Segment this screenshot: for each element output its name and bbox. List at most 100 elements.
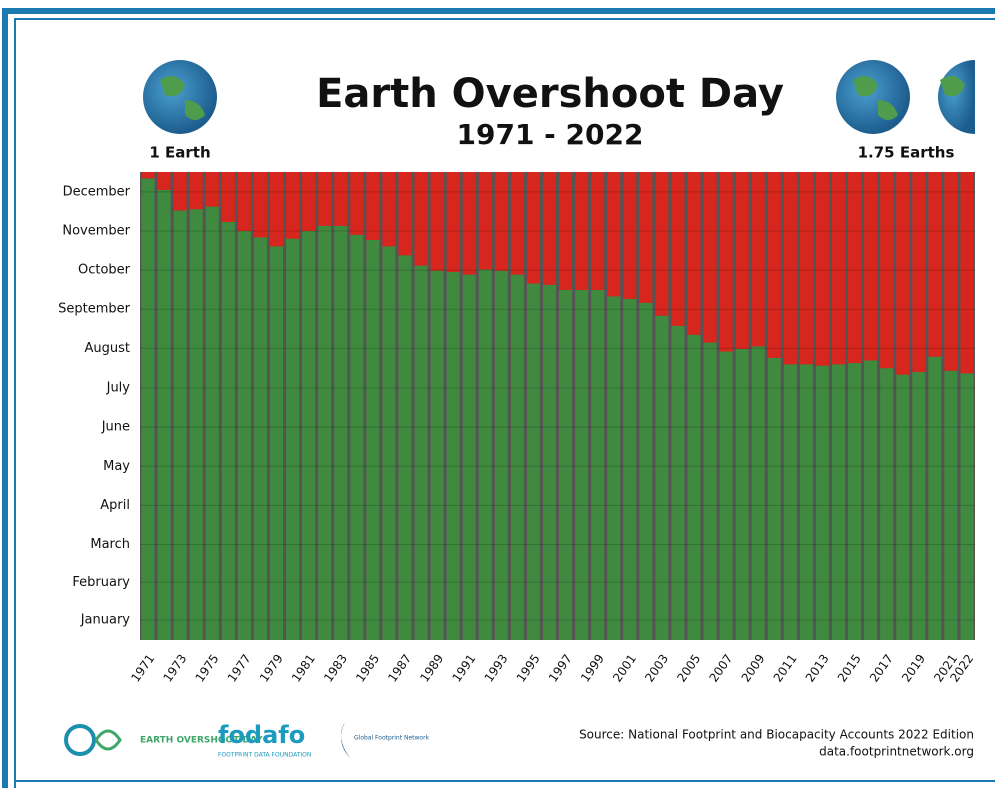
bar-segment <box>623 298 637 640</box>
bar-segment <box>398 255 412 640</box>
bar-segment <box>510 274 524 640</box>
globe-left <box>143 60 217 134</box>
bar-segment <box>189 209 203 640</box>
bar-segment <box>767 172 781 358</box>
bar-segment <box>559 172 573 290</box>
bar-segment <box>703 342 717 640</box>
x-tick-label: 1971 <box>128 652 157 685</box>
x-tick-label: 2001 <box>610 652 639 685</box>
bar-segment <box>334 172 348 226</box>
y-tick-label: October <box>78 263 131 278</box>
y-tick-label: November <box>62 223 130 238</box>
bar-segment <box>237 172 251 231</box>
bar-segment <box>446 272 460 640</box>
x-tick-label: 1977 <box>225 652 254 685</box>
bar-segment <box>575 172 589 290</box>
y-tick-label: July <box>106 381 131 396</box>
x-tick-label: 2009 <box>739 652 768 685</box>
bar-segment <box>751 172 765 347</box>
bar-segment <box>848 363 862 640</box>
bar-segment <box>864 360 878 640</box>
bar-segment <box>783 364 797 640</box>
bar-segment <box>398 172 412 256</box>
bar-segment <box>157 172 171 190</box>
bar-segment <box>671 325 685 640</box>
bar-segment <box>559 289 573 640</box>
bar-segment <box>462 274 476 640</box>
bar-segment <box>687 172 701 335</box>
bar-segment <box>205 172 219 207</box>
bar-segment <box>607 296 621 640</box>
bar-segment <box>141 172 155 179</box>
bar-segment <box>864 172 878 361</box>
x-tick-label: 1999 <box>578 652 607 685</box>
bar-segment <box>494 172 508 271</box>
chart-subtitle: 1971 - 2022 <box>457 118 644 151</box>
bar-segment <box>302 172 316 231</box>
globe-label: 1 Earth <box>149 144 210 162</box>
x-tick-label: 1997 <box>546 652 575 685</box>
x-tick-label: 2017 <box>867 652 896 685</box>
y-tick-label: April <box>100 498 130 513</box>
bar-segment <box>510 172 524 275</box>
x-tick-label: 1983 <box>321 652 350 685</box>
chart-title: Earth Overshoot Day <box>316 71 784 117</box>
bar-segment <box>526 283 540 640</box>
bar-segment <box>269 172 284 247</box>
bar-segment <box>350 234 364 640</box>
bar-segment <box>157 189 171 640</box>
bar-segment <box>237 230 251 640</box>
bar-segment <box>542 284 556 640</box>
bar-segment <box>928 356 942 640</box>
bar-segment <box>880 172 894 369</box>
bar-segment <box>189 172 203 210</box>
bar-segment <box>366 239 380 640</box>
bar-segment <box>430 172 444 271</box>
bar-segment <box>221 222 235 640</box>
bar-segment <box>221 172 235 223</box>
bar-segment <box>173 172 187 211</box>
frame-top <box>2 8 995 14</box>
y-tick-label: January <box>80 613 131 628</box>
source-url: data.footprintnetwork.org <box>819 745 974 759</box>
bar-segment <box>302 230 316 640</box>
bar-segment <box>655 315 669 640</box>
bar-segment <box>896 172 910 375</box>
x-tick-label: 1995 <box>514 652 543 685</box>
bar-segment <box>478 172 492 270</box>
bar-segment <box>719 172 733 352</box>
x-tick-label: 1985 <box>353 652 382 685</box>
x-tick-label: 2013 <box>803 652 832 685</box>
logo-text: Global Footprint Network <box>354 735 430 742</box>
bar-segment <box>494 270 508 640</box>
logo-text: fodafo <box>218 721 305 749</box>
bar-segment <box>366 172 380 240</box>
bar-segment <box>703 172 717 343</box>
bar-segment <box>591 289 605 640</box>
bar-segment <box>687 334 701 640</box>
x-tick-label: 1981 <box>289 652 318 685</box>
x-tick-label: 1993 <box>482 652 511 685</box>
bar-segment <box>751 346 765 640</box>
bar-segment <box>446 172 460 273</box>
bar-segment <box>414 172 428 266</box>
bar-segment <box>334 225 348 640</box>
bar-segment <box>639 302 653 640</box>
frame-left <box>2 8 8 792</box>
y-tick-label: March <box>90 537 130 552</box>
logo-eod: EARTH OVERSHOOT DAY <box>64 724 263 756</box>
bar-segment <box>478 269 492 640</box>
bar-segment <box>286 172 300 239</box>
bar-segment <box>591 172 605 290</box>
bar-segment <box>382 172 396 247</box>
bar-segment <box>960 172 974 374</box>
bar-segment <box>783 172 797 365</box>
bar-segment <box>799 172 813 365</box>
bar-segment <box>462 172 476 275</box>
x-tick-label: 2011 <box>771 652 800 685</box>
bar-segment <box>848 172 862 364</box>
bar-segment <box>767 357 781 640</box>
bar-segment <box>269 246 284 640</box>
bar-segment <box>205 206 219 640</box>
bar-segment <box>623 172 637 299</box>
